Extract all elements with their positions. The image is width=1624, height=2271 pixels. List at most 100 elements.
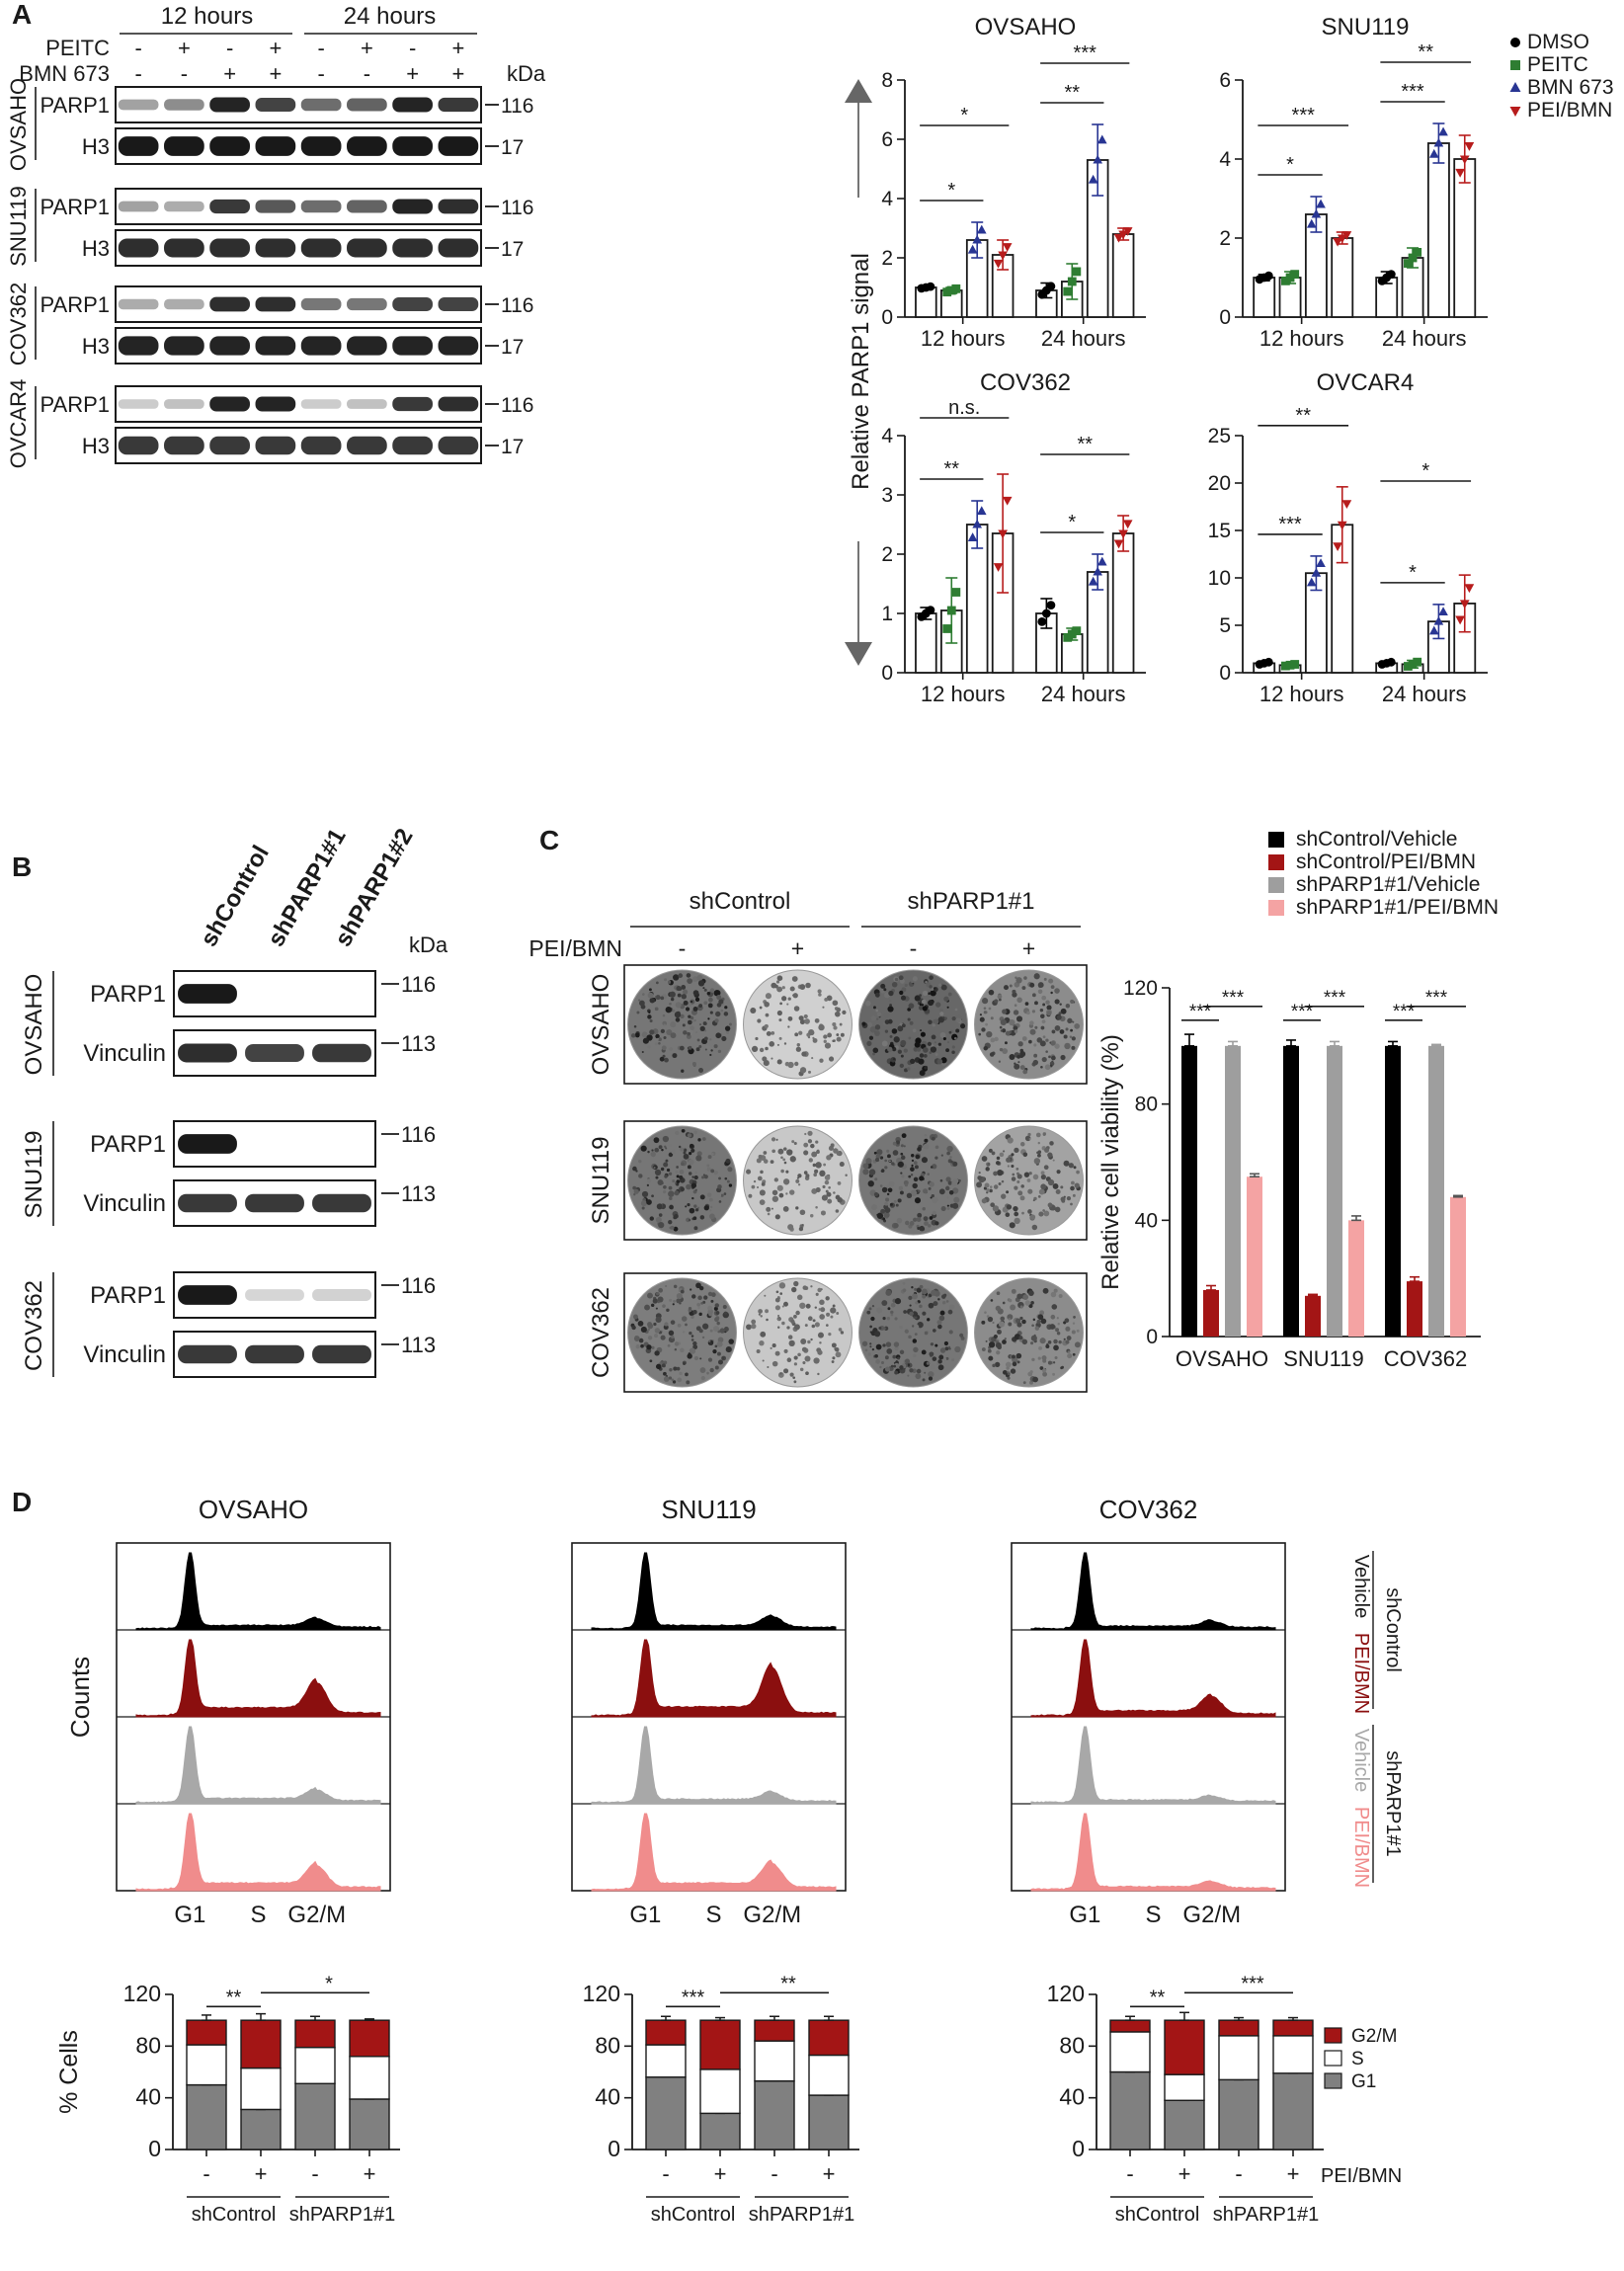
colony-dot (924, 1065, 929, 1070)
colony-dot (919, 1070, 926, 1077)
data-point (1063, 286, 1073, 296)
colony-dot (713, 990, 720, 997)
colony-dot (760, 1170, 764, 1175)
colony-dot (787, 1335, 793, 1339)
panel-label-b: B (12, 852, 32, 882)
colony-dot (799, 1302, 806, 1309)
phase-label: G1 (1069, 1902, 1100, 1928)
colony-dot (983, 1011, 987, 1014)
cell-line-label: SNU119 (588, 1137, 614, 1225)
data-point (946, 606, 956, 615)
colony-dot (1047, 1360, 1052, 1365)
colony-dot (1049, 1141, 1054, 1146)
colony-dot (804, 1018, 810, 1024)
colony-dot (897, 1049, 902, 1054)
colony-dot (688, 1019, 692, 1025)
colony-dot (1036, 1037, 1043, 1043)
colony-dot (771, 1343, 776, 1348)
colony-dot (1056, 1014, 1062, 1020)
colony-dot (1071, 1036, 1076, 1041)
colony-dot (1076, 1329, 1080, 1333)
bar (1253, 277, 1276, 318)
colony-dot (886, 1317, 891, 1321)
blot-band (312, 1043, 371, 1063)
colony-dot (1004, 1338, 1007, 1340)
colony-dot (875, 1343, 882, 1350)
colony-dot (663, 1023, 666, 1026)
colony-dot (704, 1048, 707, 1051)
colony-dot (874, 1024, 881, 1030)
colony-dot (633, 1314, 638, 1320)
colony-dot (782, 1178, 790, 1185)
blot-band (178, 984, 237, 1004)
colony-dot (633, 1193, 636, 1196)
colony-dot (955, 1028, 960, 1033)
blot-row (115, 285, 482, 323)
colony-dot (656, 1203, 663, 1210)
colony-dot (910, 1058, 916, 1065)
colony-dot (922, 1206, 926, 1211)
colony-dot (893, 1364, 897, 1368)
time-header: 12 hours (161, 3, 253, 30)
colony-dot (1040, 1065, 1043, 1069)
colony-dot (938, 983, 942, 987)
colony-dot (669, 1002, 672, 1006)
colony-dot (1042, 1287, 1049, 1294)
panel-label-c: C (539, 825, 559, 855)
colony-dot (659, 1056, 665, 1062)
cell-line-label: COV362 (588, 1287, 614, 1378)
colony-dot (917, 1287, 921, 1292)
data-point (1455, 615, 1465, 625)
colony-dot (876, 1307, 883, 1314)
colony-dot (707, 1357, 713, 1362)
colony-dot (936, 1320, 942, 1326)
colony-dot (646, 1344, 652, 1350)
colony-dot (882, 1217, 886, 1221)
colony-dot (688, 1218, 691, 1222)
colony-dot (1032, 1174, 1039, 1180)
colony-dot (1054, 1355, 1058, 1359)
colony-dot (776, 975, 783, 981)
colony-dot (701, 1176, 704, 1179)
blot-band (347, 98, 387, 112)
histogram-trace (591, 1813, 837, 1892)
colony-dot (771, 1149, 776, 1154)
colony-dot (881, 1361, 884, 1364)
colony-dot (815, 1292, 819, 1296)
data-point (1433, 137, 1444, 147)
colony-dot (889, 1004, 892, 1007)
colony-dot (861, 1021, 866, 1026)
colony-dot (1074, 1182, 1080, 1188)
colony-dot (952, 1202, 959, 1209)
treatment-name: PEI/BMN (528, 935, 622, 961)
colony-dot (1014, 1004, 1017, 1007)
colony-dot (660, 996, 665, 1001)
colony-dot (803, 1142, 809, 1148)
legend-label: PEITC (1527, 53, 1588, 76)
colony-dot (647, 1336, 653, 1340)
colony-dot (946, 1207, 950, 1210)
colony-dot (897, 1356, 900, 1360)
colony-dot (756, 1158, 762, 1164)
data-point (1002, 496, 1013, 506)
colony-dot (1006, 1190, 1010, 1194)
colony-dot (934, 1221, 939, 1226)
colony-dot (999, 1152, 1005, 1158)
legend-label: BMN 673 (1527, 76, 1614, 99)
colony-dot (1014, 1217, 1020, 1225)
colony-dot (1052, 1183, 1059, 1189)
colony-dot (1053, 1288, 1058, 1293)
data-point (993, 259, 1004, 269)
colony-dot (695, 1047, 700, 1052)
blot-band (255, 136, 296, 156)
colony-dot (1043, 977, 1047, 981)
data-point (1093, 154, 1103, 164)
colony-dot (1060, 1366, 1064, 1370)
colony-dot (938, 1354, 944, 1360)
colony-dot (913, 1353, 917, 1358)
colony-dot (882, 1343, 886, 1347)
colony-dot (920, 1031, 926, 1037)
